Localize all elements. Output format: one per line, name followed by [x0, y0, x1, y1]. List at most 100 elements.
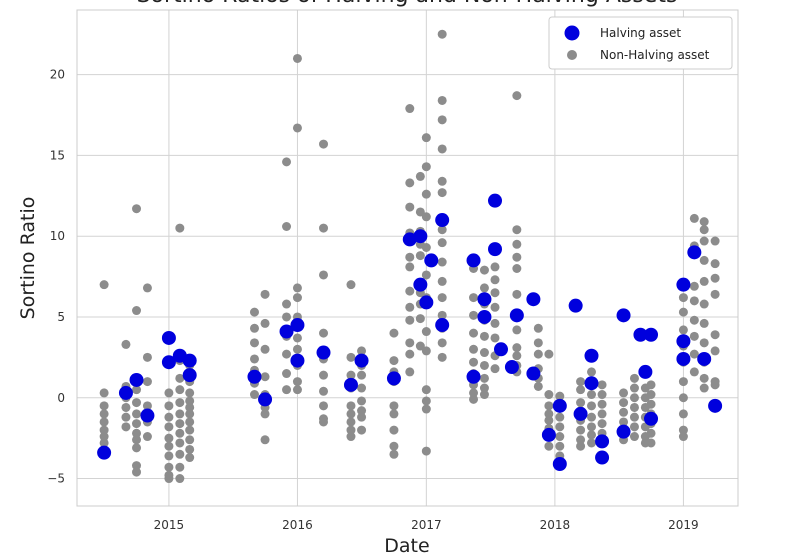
non-halving-point: [405, 338, 415, 348]
non-halving-point: [479, 373, 489, 383]
non-halving-point: [292, 344, 302, 354]
non-halving-point: [249, 338, 259, 348]
halving-point: [573, 406, 588, 421]
non-halving-point: [678, 325, 688, 335]
non-halving-point: [587, 367, 597, 377]
non-halving-point: [132, 419, 142, 429]
non-halving-point: [544, 415, 554, 425]
non-halving-point: [415, 251, 425, 261]
non-halving-point: [533, 323, 543, 333]
non-halving-point: [490, 364, 500, 374]
non-halving-point: [689, 315, 699, 325]
halving-point: [477, 309, 492, 324]
non-halving-point: [437, 293, 447, 303]
non-halving-point: [405, 178, 415, 188]
non-halving-point: [469, 344, 479, 354]
non-halving-point: [512, 252, 522, 262]
non-halving-point: [164, 441, 174, 451]
non-halving-point: [282, 349, 292, 359]
non-halving-point: [512, 351, 522, 361]
non-halving-point: [357, 370, 367, 380]
non-halving-point: [587, 422, 597, 432]
non-halving-point: [421, 396, 431, 406]
non-halving-point: [357, 412, 367, 422]
non-halving-point: [132, 467, 142, 477]
halving-point: [402, 232, 417, 247]
non-halving-point: [437, 144, 447, 154]
halving-point: [258, 392, 273, 407]
non-halving-point: [185, 396, 195, 406]
non-halving-point: [437, 352, 447, 362]
non-halving-point: [175, 373, 185, 383]
non-halving-point: [597, 419, 607, 429]
non-halving-point: [405, 286, 415, 296]
non-halving-point: [544, 401, 554, 411]
non-halving-point: [587, 401, 597, 411]
non-halving-point: [490, 302, 500, 312]
non-halving-point: [142, 401, 152, 411]
halving-point: [616, 308, 631, 323]
non-halving-point: [389, 441, 399, 451]
non-halving-point: [389, 328, 399, 338]
non-halving-point: [389, 449, 399, 459]
non-halving-point: [357, 425, 367, 435]
non-halving-point: [421, 270, 431, 280]
non-halving-point: [699, 299, 709, 309]
non-halving-point: [533, 381, 543, 391]
non-halving-point: [142, 352, 152, 362]
non-halving-point: [260, 289, 270, 299]
halving-point: [140, 408, 155, 423]
non-halving-point: [405, 252, 415, 262]
halving-point: [97, 445, 112, 460]
non-halving-point: [319, 328, 329, 338]
non-halving-point: [421, 404, 431, 414]
non-halving-point: [512, 325, 522, 335]
non-halving-point: [678, 293, 688, 303]
non-halving-point: [164, 474, 174, 484]
non-halving-point: [292, 333, 302, 343]
x-tick-label: 2016: [282, 518, 313, 532]
y-tick-label: −5: [47, 472, 65, 486]
non-halving-point: [142, 377, 152, 387]
non-halving-point: [437, 257, 447, 267]
non-halving-point: [164, 412, 174, 422]
non-halving-point: [164, 401, 174, 411]
halving-point: [504, 360, 519, 375]
non-halving-point: [185, 435, 195, 445]
non-halving-point: [479, 265, 489, 275]
non-halving-point: [175, 428, 185, 438]
non-halving-point: [576, 425, 586, 435]
non-halving-point: [421, 346, 431, 356]
non-halving-point: [282, 299, 292, 309]
non-halving-point: [142, 283, 152, 293]
non-halving-point: [319, 270, 329, 280]
non-halving-point: [437, 29, 447, 39]
halving-point: [343, 377, 358, 392]
non-halving-point: [99, 280, 109, 290]
legend-label-halving: Halving asset: [600, 26, 681, 40]
non-halving-point: [164, 388, 174, 398]
non-halving-point: [405, 315, 415, 325]
non-halving-point: [555, 391, 565, 401]
non-halving-point: [555, 432, 565, 442]
non-halving-point: [319, 417, 329, 427]
halving-point: [638, 364, 653, 379]
legend-label-non-halving: Non-Halving asset: [600, 48, 710, 62]
non-halving-point: [512, 91, 522, 101]
non-halving-point: [469, 394, 479, 404]
non-halving-point: [629, 412, 639, 422]
non-halving-point: [629, 393, 639, 403]
halving-point: [435, 213, 450, 228]
non-halving-point: [490, 318, 500, 328]
non-halving-point: [555, 412, 565, 422]
legend-marker-non-halving: [567, 50, 577, 60]
non-halving-point: [346, 409, 356, 419]
non-halving-point: [699, 225, 709, 235]
non-halving-point: [121, 339, 131, 349]
non-halving-point: [346, 280, 356, 290]
non-halving-point: [99, 432, 109, 442]
non-halving-point: [619, 398, 629, 408]
non-halving-point: [646, 438, 656, 448]
non-halving-point: [249, 390, 259, 400]
non-halving-point: [597, 380, 607, 390]
